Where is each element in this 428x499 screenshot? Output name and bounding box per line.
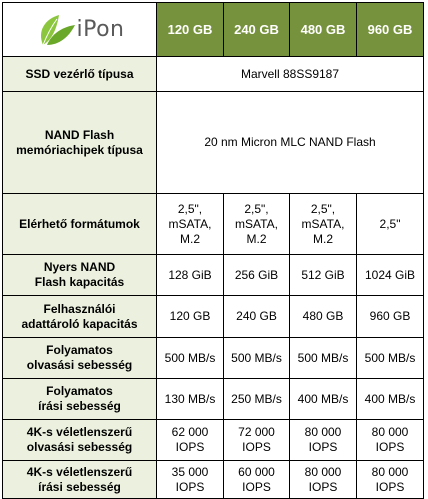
value-raw-capacity-480: 512 GiB xyxy=(289,254,357,296)
row-controller: SSD vezérlő típusa Marvell 88SS9187 xyxy=(2,56,424,92)
value-rand-write-480: 80 000 IOPS xyxy=(289,460,357,499)
label-user-capacity-text: Felhasználói adattároló kapacitás xyxy=(21,301,138,331)
value-user-capacity-480: 480 GB xyxy=(289,295,357,338)
value-seq-read-240: 500 MB/s xyxy=(223,337,290,379)
label-rand-read-text: 4K-s véletlenszerű olvasási sebesség xyxy=(26,425,133,454)
value-rand-write-480-text: 80 000 IOPS xyxy=(304,464,342,494)
value-raw-capacity-960: 1024 GiB xyxy=(356,254,424,296)
logo-text: iPon xyxy=(76,17,125,42)
value-raw-capacity-120: 128 GiB xyxy=(156,254,224,296)
header-capacity-480: 480 GB xyxy=(289,2,357,57)
header-capacity-960: 960 GB xyxy=(356,2,424,57)
value-seq-write-480: 400 MB/s xyxy=(289,378,357,420)
value-formats-120-text: 2,5", mSATA, M.2 xyxy=(168,201,212,246)
value-formats-120: 2,5", mSATA, M.2 xyxy=(156,193,224,255)
label-seq-read-text: Folyamatos olvasási sebesség xyxy=(26,343,133,372)
label-formats-text: Elérhető formátumok xyxy=(19,216,140,231)
value-rand-read-480-text: 80 000 IOPS xyxy=(304,425,342,454)
value-controller: Marvell 88SS9187 xyxy=(156,56,424,92)
value-rand-read-240: 72 000 IOPS xyxy=(223,419,290,461)
value-formats-240-text: 2,5", mSATA, M.2 xyxy=(235,201,278,246)
value-user-capacity-240: 240 GB xyxy=(223,295,290,338)
label-seq-write-text: Folyamatos írási sebesség xyxy=(38,384,121,413)
value-rand-write-240: 60 000 IOPS xyxy=(223,460,290,499)
value-rand-write-960: 80 000 IOPS xyxy=(356,460,424,499)
value-rand-read-120-text: 62 000 IOPS xyxy=(171,425,209,454)
value-rand-write-960-text: 80 000 IOPS xyxy=(371,464,409,494)
label-rand-read: 4K-s véletlenszerű olvasási sebesség xyxy=(2,419,157,461)
value-seq-read-480: 500 MB/s xyxy=(289,337,357,379)
header-capacity-120: 120 GB xyxy=(156,2,224,57)
value-user-capacity-120: 120 GB xyxy=(156,295,224,338)
value-rand-read-120: 62 000 IOPS xyxy=(156,419,224,461)
row-raw-capacity: Nyers NAND Flash kapacitás 128 GiB 256 G… xyxy=(2,254,424,296)
label-formats: Elérhető formátumok xyxy=(2,193,157,255)
label-seq-write: Folyamatos írási sebesség xyxy=(2,378,157,420)
value-formats-960-text: 2,5" xyxy=(379,216,401,231)
label-nand: NAND Flash memóriachipek típusa xyxy=(2,91,157,194)
value-seq-read-120: 500 MB/s xyxy=(156,337,224,379)
value-rand-write-240-text: 60 000 IOPS xyxy=(238,464,275,494)
label-raw-capacity: Nyers NAND Flash kapacitás xyxy=(2,254,157,296)
row-nand: NAND Flash memóriachipek típusa 20 nm Mi… xyxy=(2,91,424,194)
value-formats-240: 2,5", mSATA, M.2 xyxy=(223,193,290,255)
value-seq-read-960: 500 MB/s xyxy=(356,337,424,379)
value-raw-capacity-240: 256 GiB xyxy=(223,254,290,296)
value-seq-write-960: 400 MB/s xyxy=(356,378,424,420)
row-formats: Elérhető formátumok 2,5", mSATA, M.2 2,5… xyxy=(2,193,424,255)
label-seq-read: Folyamatos olvasási sebesség xyxy=(2,337,157,379)
label-controller-text: SSD vezérlő típusa xyxy=(25,66,134,81)
label-controller: SSD vezérlő típusa xyxy=(2,56,157,92)
label-rand-write-text: 4K-s véletlenszerű írási sebesség xyxy=(26,464,133,494)
value-user-capacity-960: 960 GB xyxy=(356,295,424,338)
row-seq-write: Folyamatos írási sebesség 130 MB/s 250 M… xyxy=(2,378,424,420)
header-capacity-240: 240 GB xyxy=(223,2,290,57)
value-rand-read-960-text: 80 000 IOPS xyxy=(371,425,409,454)
value-rand-write-120-text: 35 000 IOPS xyxy=(171,464,209,494)
value-nand: 20 nm Micron MLC NAND Flash xyxy=(156,91,424,194)
label-nand-text: NAND Flash memóriachipek típusa xyxy=(16,127,143,157)
ipon-logo: iPon xyxy=(3,13,156,47)
value-formats-480-text: 2,5", mSATA, M.2 xyxy=(301,201,345,246)
value-rand-write-120: 35 000 IOPS xyxy=(156,460,224,499)
row-seq-read: Folyamatos olvasási sebesség 500 MB/s 50… xyxy=(2,337,424,379)
logo-cell: iPon xyxy=(2,2,157,57)
value-formats-480: 2,5", mSATA, M.2 xyxy=(289,193,357,255)
row-rand-write: 4K-s véletlenszerű írási sebesség 35 000… xyxy=(2,460,424,499)
label-raw-capacity-text: Nyers NAND Flash kapacitás xyxy=(34,260,125,289)
row-rand-read: 4K-s véletlenszerű olvasási sebesség 62 … xyxy=(2,419,424,461)
value-rand-read-240-text: 72 000 IOPS xyxy=(238,425,275,454)
header-row: iPon 120 GB 240 GB 480 GB 960 GB xyxy=(2,2,424,57)
value-formats-960: 2,5" xyxy=(356,193,424,255)
value-rand-read-480: 80 000 IOPS xyxy=(289,419,357,461)
leaf-icon xyxy=(40,14,75,45)
label-user-capacity: Felhasználói adattároló kapacitás xyxy=(2,295,157,338)
value-rand-read-960: 80 000 IOPS xyxy=(356,419,424,461)
value-seq-write-240: 250 MB/s xyxy=(223,378,290,420)
row-user-capacity: Felhasználói adattároló kapacitás 120 GB… xyxy=(2,295,424,338)
label-rand-write: 4K-s véletlenszerű írási sebesség xyxy=(2,460,157,499)
value-seq-write-120: 130 MB/s xyxy=(156,378,224,420)
